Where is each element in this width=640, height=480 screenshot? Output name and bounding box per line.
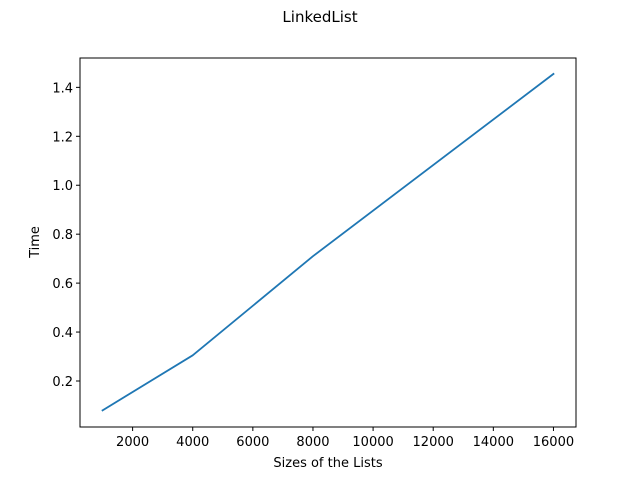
y-tick-label: 0.6 bbox=[52, 277, 73, 292]
y-tick-label: 1.2 bbox=[52, 130, 73, 145]
y-tick-label: 0.2 bbox=[52, 375, 73, 390]
plot-frame bbox=[79, 57, 577, 428]
x-tick-label: 16000 bbox=[533, 435, 574, 450]
y-tick-label: 0.8 bbox=[52, 228, 73, 243]
x-tick-label: 6000 bbox=[236, 435, 269, 450]
x-tick-label: 4000 bbox=[176, 435, 209, 450]
plot-area: 2000 4000 6000 8000 10000 12000 14000 16000 0.2… bbox=[52, 57, 577, 450]
x-axis-label: Sizes of the Lists bbox=[273, 456, 382, 471]
x-tick-label: 14000 bbox=[473, 435, 514, 450]
x-axis-ticks: 2000 4000 6000 8000 10000 12000 14000 16000 bbox=[116, 427, 574, 450]
series-line bbox=[101, 72, 555, 412]
y-axis-ticks: 0.2 0.4 0.6 0.8 1.0 1.2 1.4 bbox=[52, 81, 80, 390]
chart-title: LinkedList bbox=[282, 8, 357, 26]
x-tick-label: 8000 bbox=[296, 435, 329, 450]
y-axis-label: Time bbox=[28, 226, 43, 259]
series-layer bbox=[101, 72, 555, 412]
x-tick-label: 10000 bbox=[352, 435, 393, 450]
y-tick-label: 1.0 bbox=[52, 179, 73, 194]
x-tick-label: 12000 bbox=[413, 435, 454, 450]
x-tick-label: 2000 bbox=[116, 435, 149, 450]
y-tick-label: 1.4 bbox=[52, 81, 73, 96]
y-tick-label: 0.4 bbox=[52, 326, 73, 341]
